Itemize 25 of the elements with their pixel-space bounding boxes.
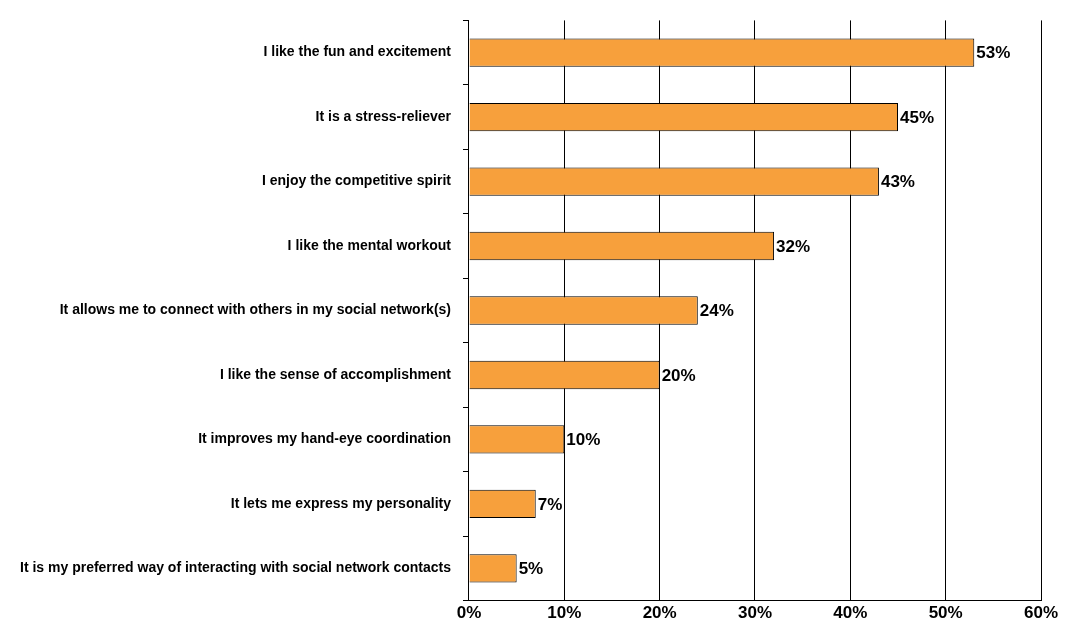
data-label: 20%: [661, 365, 696, 385]
data-label: 45%: [900, 107, 935, 127]
x-tick-label: 60%: [1023, 603, 1059, 623]
data-label: 53%: [976, 43, 1011, 63]
x-tick-label: 30%: [737, 603, 773, 623]
data-label: 32%: [776, 236, 811, 256]
data-label: 24%: [699, 301, 734, 321]
y-tick-label: It improves my hand-eye coordination: [198, 430, 451, 447]
x-tick-label: 20%: [642, 603, 677, 623]
y-tick-label: It is a stress-reliever: [315, 107, 452, 124]
y-tick-label: It allows me to connect with others in my social network(s): [59, 301, 451, 318]
y-tick-label: I like the fun and excitement: [263, 43, 452, 60]
y-tick-label: I like the sense of accomplishment: [219, 365, 452, 382]
y-tick-label: It lets me express my personality: [230, 494, 452, 511]
x-tick-label: 50%: [928, 603, 963, 623]
y-tick-label: I enjoy the competitive spirit: [261, 172, 452, 189]
data-label: 5%: [518, 559, 544, 579]
data-label: 10%: [566, 430, 601, 450]
y-tick-label: I like the mental workout: [287, 236, 452, 253]
x-tick-label: 40%: [833, 603, 868, 623]
x-tick-label: 10%: [547, 603, 582, 623]
data-label: 7%: [537, 494, 563, 514]
y-tick-label: It is my preferred way of interacting with social network contacts: [20, 559, 452, 576]
x-tick-label: 0%: [456, 603, 482, 623]
data-label: 43%: [880, 172, 915, 192]
